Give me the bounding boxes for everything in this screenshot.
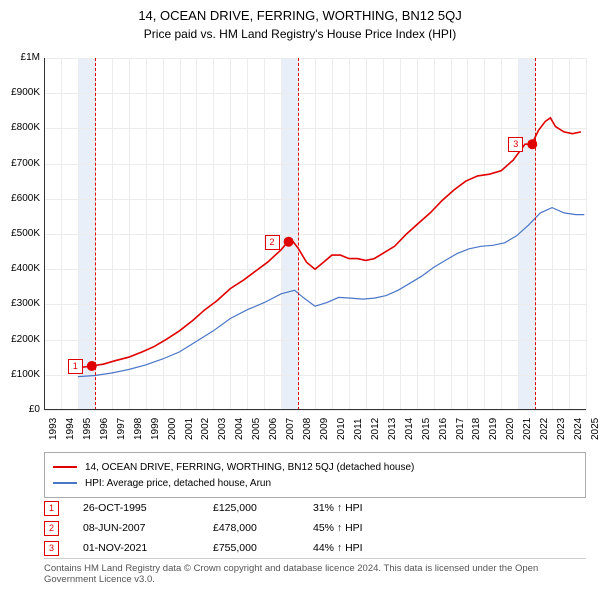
annotation-pct: 31% ↑ HPI <box>313 502 433 514</box>
y-tick-label: £800K <box>4 122 40 133</box>
annotation-marker-number: 3 <box>44 541 59 556</box>
legend-item: HPI: Average price, detached house, Arun <box>53 475 577 491</box>
y-tick-label: £600K <box>4 193 40 204</box>
x-tick-label: 2012 <box>370 418 381 440</box>
x-tick-label: 2016 <box>438 418 449 440</box>
annotation-date: 26-OCT-1995 <box>83 502 213 514</box>
x-tick-label: 1999 <box>150 418 161 440</box>
x-tick-label: 2023 <box>556 418 567 440</box>
attribution-footer: Contains HM Land Registry data © Crown c… <box>44 558 586 585</box>
x-tick-label: 2021 <box>522 418 533 440</box>
y-tick-label: £900K <box>4 87 40 98</box>
x-tick-label: 2015 <box>421 418 432 440</box>
x-tick-label: 2024 <box>573 418 584 440</box>
chart-title-address: 14, OCEAN DRIVE, FERRING, WORTHING, BN12… <box>0 0 600 23</box>
legend-swatch <box>53 482 77 484</box>
x-tick-label: 2006 <box>268 418 279 440</box>
y-tick-label: £500K <box>4 228 40 239</box>
x-tick-label: 2011 <box>353 418 364 440</box>
x-tick-label: 2013 <box>387 418 398 440</box>
annotation-price: £478,000 <box>213 522 313 534</box>
x-tick-label: 2014 <box>404 418 415 440</box>
x-tick-label: 2019 <box>488 418 499 440</box>
x-tick-label: 2017 <box>455 418 466 440</box>
legend-swatch <box>53 466 77 468</box>
annotation-pct: 45% ↑ HPI <box>313 522 433 534</box>
x-tick-label: 2003 <box>217 418 228 440</box>
annotation-marker-number: 2 <box>44 521 59 536</box>
x-tick-label: 1995 <box>82 418 93 440</box>
x-tick-label: 2001 <box>184 418 195 440</box>
y-tick-label: £0 <box>4 404 40 415</box>
legend-label: 14, OCEAN DRIVE, FERRING, WORTHING, BN12… <box>85 462 414 473</box>
annotation-row: 2 08-JUN-2007£478,00045% ↑ HPI <box>44 518 433 538</box>
x-tick-label: 1993 <box>48 418 59 440</box>
x-tick-label: 2002 <box>200 418 211 440</box>
annotation-pct: 44% ↑ HPI <box>313 542 433 554</box>
annotation-marker-number: 1 <box>44 501 59 516</box>
y-tick-label: £700K <box>4 158 40 169</box>
x-tick-label: 1998 <box>133 418 144 440</box>
annotation-row: 1 26-OCT-1995£125,00031% ↑ HPI <box>44 498 433 518</box>
plot-area: 123 <box>44 58 586 410</box>
x-tick-label: 2009 <box>319 418 330 440</box>
y-tick-label: £200K <box>4 334 40 345</box>
legend-label: HPI: Average price, detached house, Arun <box>85 478 271 489</box>
x-tick-label: 1996 <box>99 418 110 440</box>
gridline-horizontal <box>44 410 586 411</box>
annotation-price: £755,000 <box>213 542 313 554</box>
chart-container: 14, OCEAN DRIVE, FERRING, WORTHING, BN12… <box>0 0 600 590</box>
annotation-row: 3 01-NOV-2021£755,00044% ↑ HPI <box>44 538 433 558</box>
x-tick-label: 2022 <box>539 418 550 440</box>
x-tick-label: 2018 <box>471 418 482 440</box>
gridline-vertical <box>586 58 587 410</box>
x-tick-label: 1997 <box>116 418 127 440</box>
legend: 14, OCEAN DRIVE, FERRING, WORTHING, BN12… <box>44 452 586 498</box>
axis-border <box>44 58 586 410</box>
sale-annotations: 1 26-OCT-1995£125,00031% ↑ HPI 2 08-JUN-200… <box>44 498 433 558</box>
y-tick-label: £400K <box>4 263 40 274</box>
y-tick-label: £300K <box>4 298 40 309</box>
x-tick-label: 2000 <box>167 418 178 440</box>
x-tick-label: 2004 <box>234 418 245 440</box>
x-tick-label: 2008 <box>302 418 313 440</box>
x-tick-label: 2007 <box>285 418 296 440</box>
x-tick-label: 2025 <box>590 418 600 440</box>
annotation-date: 08-JUN-2007 <box>83 522 213 534</box>
x-tick-label: 1994 <box>65 418 76 440</box>
x-tick-label: 2005 <box>251 418 262 440</box>
annotation-price: £125,000 <box>213 502 313 514</box>
chart-subtitle: Price paid vs. HM Land Registry's House … <box>0 23 600 41</box>
annotation-date: 01-NOV-2021 <box>83 542 213 554</box>
y-tick-label: £100K <box>4 369 40 380</box>
x-tick-label: 2020 <box>505 418 516 440</box>
x-tick-label: 2010 <box>336 418 347 440</box>
legend-item: 14, OCEAN DRIVE, FERRING, WORTHING, BN12… <box>53 459 577 475</box>
y-tick-label: £1M <box>4 52 40 63</box>
